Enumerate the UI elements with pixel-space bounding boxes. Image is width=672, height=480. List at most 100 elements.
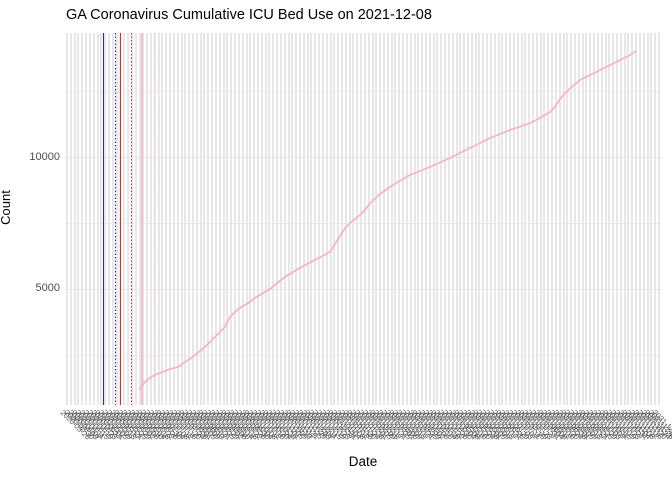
x-gridline: [394, 33, 397, 405]
x-tick-label: 2021-07-07: [505, 408, 539, 442]
x-tick-label: 2021-01-20: [345, 408, 379, 442]
x-tick-label: 2021-05-28: [467, 408, 501, 442]
x-tick-label: 2021-08-08: [536, 408, 570, 442]
x-gridline: [489, 33, 492, 405]
x-gridline: [635, 33, 638, 405]
x-tick-label: 2020-11-29: [295, 408, 329, 442]
x-tick-label: 2020-12-15: [310, 408, 345, 442]
x-gridline: [516, 33, 519, 405]
x-tick-label: 2020-12-11: [306, 408, 340, 442]
x-gridline: [650, 33, 653, 405]
x-tick-label: 2020-11-25: [291, 408, 325, 442]
x-gridline: [432, 33, 435, 405]
x-tick-label: 2020-04-23: [85, 408, 119, 442]
x-tick-label: 2021-04-18: [429, 408, 463, 442]
x-tick-label: 2020-10-24: [261, 408, 295, 442]
x-gridline: [69, 33, 72, 405]
x-tick-label: 2021-10-07: [593, 408, 627, 442]
x-gridline: [85, 33, 88, 405]
x-gridline: [264, 33, 267, 405]
x-gridline: [291, 33, 294, 405]
x-gridline: [501, 33, 504, 405]
x-gridline: [260, 33, 263, 405]
vline-pink-dotted-event: [153, 33, 155, 405]
vline-blue-solid-event: [102, 33, 104, 405]
x-tick-label: 2021-06-17: [486, 408, 520, 442]
y-gridline-minor: [65, 91, 661, 92]
x-gridline: [658, 33, 660, 405]
x-gridline: [615, 33, 618, 405]
x-tick-label: 2020-10-08: [245, 408, 280, 442]
x-gridline: [66, 33, 68, 405]
x-gridline: [81, 33, 84, 405]
x-tick-label: 2021-10-19: [604, 408, 639, 442]
x-tick-label: 2021-09-25: [581, 408, 616, 442]
x-gridline: [558, 33, 561, 405]
x-gridline: [161, 33, 164, 405]
x-tick-label: 2020-10-20: [257, 408, 291, 442]
x-gridline: [314, 33, 317, 405]
x-tick-label: 2021-09-05: [562, 408, 597, 442]
x-gridline: [627, 33, 630, 405]
x-tick-label: 2020-10-04: [241, 408, 276, 442]
x-gridline: [386, 33, 389, 405]
x-tick-label: 2020-04-27: [89, 408, 123, 442]
x-tick-label: 2020-11-17: [283, 408, 318, 442]
x-gridline: [509, 33, 512, 405]
x-tick-label: 2020-04-11: [73, 408, 108, 442]
x-tick-label: 2020-09-14: [222, 408, 257, 442]
x-gridline: [337, 33, 340, 405]
x-gridline: [520, 33, 523, 405]
x-gridline: [371, 33, 374, 405]
x-gridline: [409, 33, 412, 405]
x-gridline: [115, 33, 118, 405]
x-tick-label: 2020-05-09: [100, 408, 135, 442]
x-tick-label: 2021-03-13: [394, 408, 429, 442]
x-tick-label: 2021-10-23: [608, 408, 643, 442]
x-gridline: [631, 33, 634, 405]
x-gridline: [77, 33, 80, 405]
x-tick-label: 2021-08-20: [547, 408, 582, 442]
x-gridline: [573, 33, 576, 405]
x-gridline: [352, 33, 355, 405]
x-tick-label: 2020-04-19: [81, 408, 116, 442]
x-gridline: [230, 33, 233, 405]
x-tick-label: 2020-04-15: [77, 408, 112, 442]
x-gridline: [577, 33, 580, 405]
x-tick-label: 2021-07-27: [524, 408, 559, 442]
x-tick-label: 2020-05-17: [108, 408, 142, 442]
x-gridline: [444, 33, 447, 405]
x-tick-label: 2020-08-25: [203, 408, 238, 442]
x-gridline: [142, 33, 145, 405]
x-tick-label: 2020-06-06: [127, 408, 161, 442]
x-gridline: [459, 33, 462, 405]
y-tick-label-5000: 5000: [35, 282, 60, 295]
x-gridline: [554, 33, 557, 405]
x-gridline: [96, 33, 99, 405]
x-tick-label: 2020-10-28: [264, 408, 299, 442]
x-tick-label: 2021-06-25: [494, 408, 528, 442]
x-gridline: [272, 33, 275, 405]
x-gridline: [344, 33, 347, 405]
x-tick-label: 2021-01-12: [337, 408, 371, 442]
x-gridline: [604, 33, 607, 405]
x-gridline: [428, 33, 431, 405]
x-tick-label: 2021-02-01: [356, 408, 391, 442]
x-tick-label: 2020-06-26: [146, 408, 180, 442]
x-tick-label: 2020-12-27: [322, 408, 356, 442]
x-gridline: [570, 33, 573, 405]
x-gridline: [638, 33, 641, 405]
x-gridline: [402, 33, 405, 405]
x-gridline: [104, 33, 107, 405]
x-tick-label: 2021-01-28: [352, 408, 387, 442]
x-gridline: [222, 33, 225, 405]
x-gridline: [535, 33, 538, 405]
x-axis-title: Date: [348, 454, 378, 469]
x-gridline: [463, 33, 466, 405]
x-gridline: [184, 33, 187, 405]
x-gridline: [383, 33, 385, 405]
x-tick-label: 2020-07-12: [161, 408, 196, 442]
x-tick-label: 2020-08-09: [188, 408, 222, 442]
x-gridline: [325, 33, 328, 405]
x-tick-label: 2021-07-31: [528, 408, 562, 442]
